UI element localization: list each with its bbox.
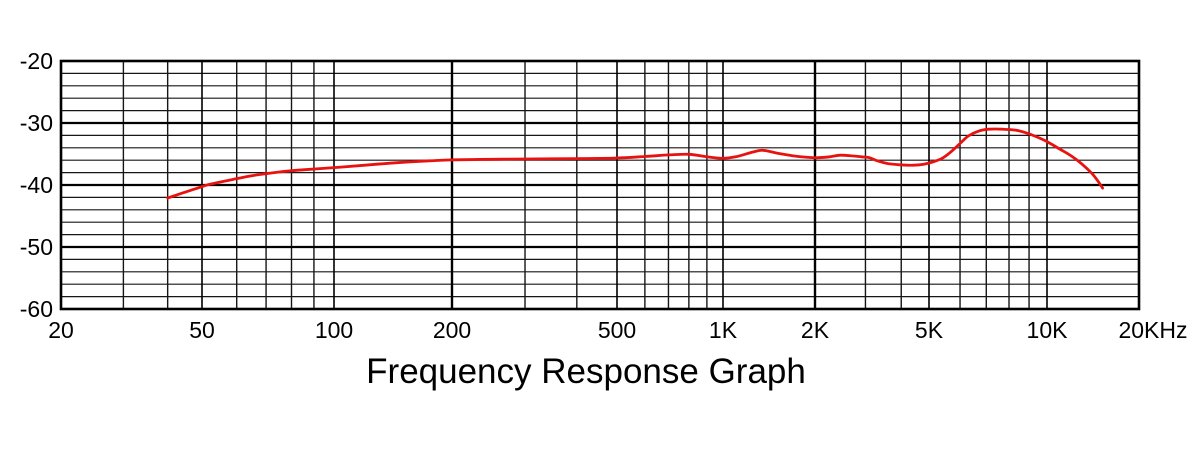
y-tick-label: -20 [20, 48, 53, 74]
y-tick-label: -30 [20, 110, 53, 136]
chart-title: Frequency Response Graph [366, 352, 806, 391]
x-tick-label: 20KHz [1118, 317, 1187, 343]
x-tick-label: 10K [1027, 317, 1069, 343]
plot-frame [59, 59, 1141, 311]
x-tick-label: 100 [315, 317, 353, 343]
y-tick-label: -60 [20, 296, 53, 322]
response-curve [166, 127, 1104, 200]
x-tick-label: 1K [709, 317, 738, 343]
grid-lines [61, 61, 1139, 309]
y-tick-label: -40 [20, 172, 53, 198]
x-tick-label: 50 [189, 317, 215, 343]
x-tick-label: 5K [915, 317, 944, 343]
plot-border [59, 59, 1141, 311]
x-tick-label: 2K [801, 317, 830, 343]
y-tick-label: -50 [20, 234, 53, 260]
x-axis-labels: 20 50 100 200 500 1K 2K 5K 10K 20KHz [48, 317, 1187, 343]
x-tick-label: 200 [433, 317, 471, 343]
response-curve-group [166, 127, 1104, 200]
x-tick-label: 20 [48, 317, 74, 343]
x-tick-label: 500 [598, 317, 636, 343]
y-axis-labels: -20 -30 -40 -50 -60 [20, 48, 53, 322]
